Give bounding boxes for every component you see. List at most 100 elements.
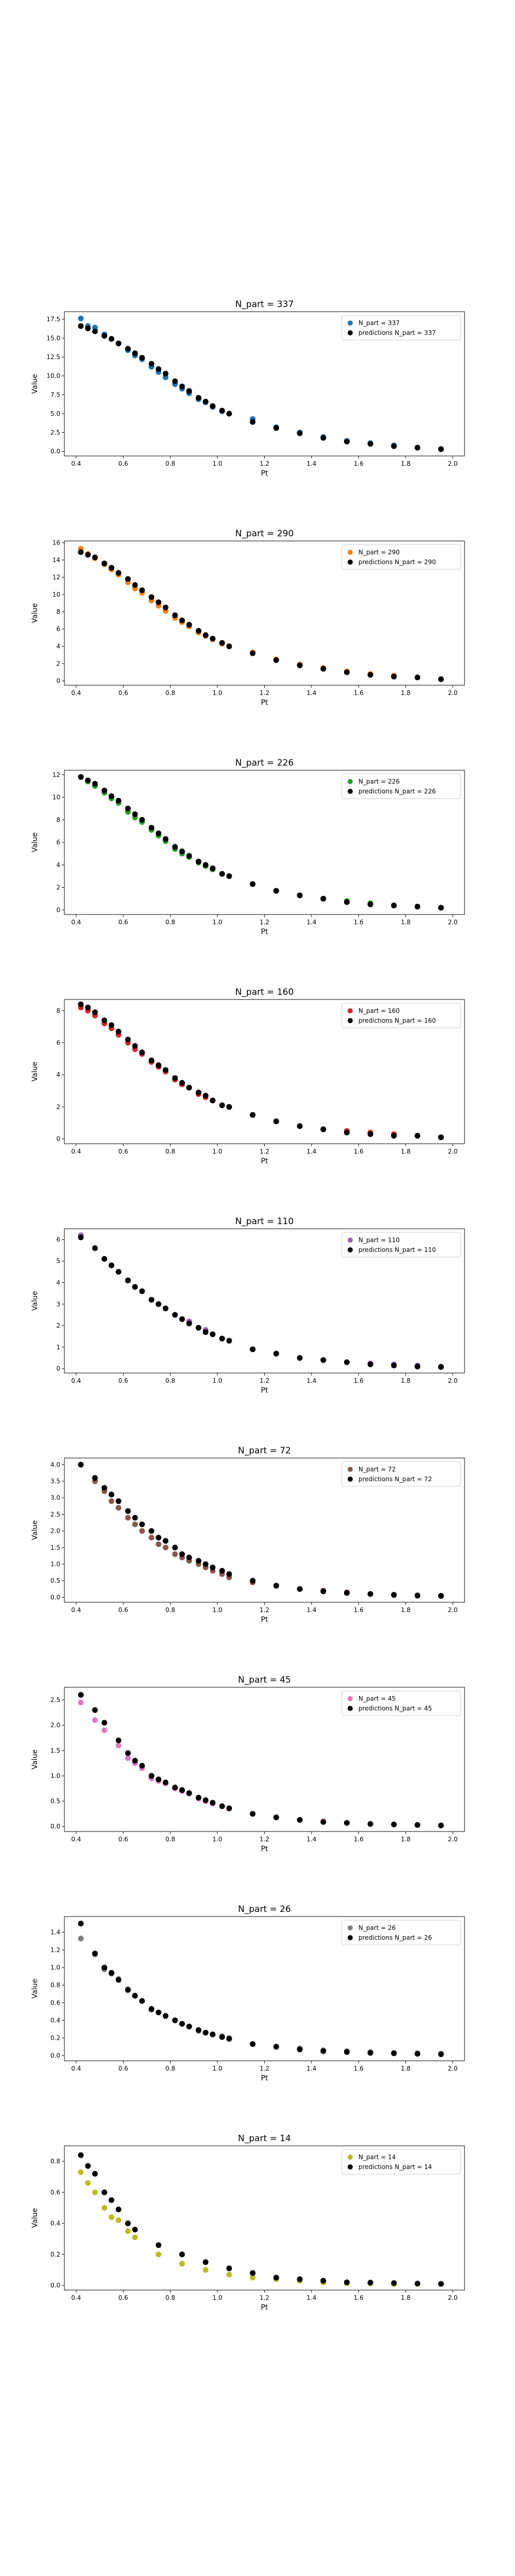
prediction-point [108, 565, 114, 571]
prediction-point [391, 1362, 397, 1368]
prediction-point [273, 1350, 279, 1357]
y-tick-label: 0.5 [50, 1798, 60, 1805]
legend: N_part = 45 predictions N_part = 45 [341, 1690, 461, 1716]
chart-title: N_part = 290 [235, 529, 294, 539]
x-axis-label: Pt [261, 1845, 268, 1853]
data-point [163, 1545, 169, 1551]
series-1 [78, 549, 444, 682]
prediction-point [85, 552, 91, 558]
x-tick-label: 1.4 [306, 2065, 316, 2072]
prediction-point [250, 1112, 256, 1118]
prediction-point [367, 672, 373, 678]
x-tick-label: 1.0 [213, 1377, 222, 1384]
prediction-point [438, 2281, 444, 2287]
data-point [85, 2180, 91, 2186]
prediction-point [132, 1043, 138, 1049]
prediction-point [139, 1288, 145, 1294]
prediction-point [415, 1132, 421, 1139]
x-tick-label: 0.8 [165, 919, 175, 926]
x-tick-label: 0.4 [71, 460, 81, 467]
data-point [132, 2234, 138, 2241]
prediction-point [202, 2029, 209, 2036]
x-tick-label: 2.0 [448, 1836, 458, 1843]
prediction-point [139, 817, 145, 823]
chart-5: N_part = 72 0.4 0.6 0.8 1.0 1.2 1.4 1.6 1.8 2.0 0.… [31, 1446, 465, 1624]
legend-marker [348, 1696, 353, 1701]
prediction-point [172, 612, 178, 618]
data-point [78, 315, 84, 321]
x-axis-label: Pt [261, 1616, 268, 1624]
prediction-point [172, 378, 178, 384]
prediction-point [163, 1306, 169, 1312]
y-tick-label: 0.2 [50, 2251, 60, 2258]
prediction-point [132, 1284, 138, 1290]
data-point [125, 1755, 131, 1761]
prediction-point [125, 1037, 131, 1043]
y-tick-label: 6 [56, 1236, 60, 1243]
prediction-point [132, 1993, 138, 1999]
prediction-point [320, 666, 327, 672]
y-axis-label: Value [31, 833, 39, 852]
y-tick-label: 12.5 [46, 353, 60, 361]
chart-title: N_part = 226 [235, 758, 294, 768]
legend: N_part = 14 predictions N_part = 14 [341, 2149, 461, 2175]
x-axis-label: Pt [261, 1386, 268, 1395]
prediction-point [163, 370, 169, 377]
legend-entry: predictions N_part = 14 [358, 2163, 432, 2171]
prediction-point [320, 2048, 327, 2054]
prediction-point [92, 2171, 98, 2177]
x-tick-label: 1.8 [401, 1606, 410, 1614]
x-tick-label: 0.4 [71, 1836, 81, 1843]
prediction-point [156, 1534, 162, 1540]
x-tick-label: 0.4 [71, 1606, 81, 1614]
x-tick-label: 0.4 [71, 1377, 81, 1384]
prediction-point [101, 1964, 108, 1971]
prediction-point [172, 1785, 178, 1791]
chart-title: N_part = 45 [238, 1675, 291, 1685]
prediction-point [179, 2251, 185, 2258]
x-tick-label: 0.8 [165, 1148, 175, 1155]
y-tick-label: 3.5 [50, 1478, 60, 1485]
prediction-point [179, 1787, 185, 1793]
y-axis-label: Value [31, 603, 39, 623]
prediction-point [156, 1062, 162, 1069]
x-tick-label: 1.2 [260, 1377, 269, 1384]
prediction-point [226, 1104, 232, 1110]
data-point [179, 2261, 185, 2267]
x-tick-label: 0.6 [118, 919, 128, 926]
x-tick-label: 1.4 [306, 1377, 316, 1384]
y-tick-label: 2 [56, 660, 60, 667]
y-axis-label: Value [31, 1979, 39, 1998]
legend-entry: N_part = 290 [358, 549, 400, 556]
legend-marker [348, 1467, 353, 1472]
legend-entry: N_part = 226 [358, 778, 400, 785]
x-tick-label: 1.0 [213, 460, 222, 467]
prediction-point [148, 361, 154, 367]
prediction-point [172, 844, 178, 850]
prediction-point [438, 1822, 444, 1828]
prediction-point [415, 674, 421, 681]
prediction-point [391, 673, 397, 680]
legend-entry: predictions N_part = 26 [358, 1934, 432, 1941]
prediction-point [344, 1590, 350, 1596]
prediction-point [78, 774, 84, 780]
y-tick-label: 0.0 [50, 1594, 60, 1601]
x-tick-label: 1.0 [213, 919, 222, 926]
legend-marker [348, 560, 353, 565]
prediction-point [78, 1692, 84, 1698]
x-tick-label: 2.0 [448, 1148, 458, 1155]
x-tick-label: 1.6 [354, 689, 364, 697]
prediction-point [115, 1269, 122, 1275]
x-tick-label: 0.6 [118, 1836, 128, 1843]
prediction-point [226, 2036, 232, 2042]
prediction-point [196, 1089, 202, 1095]
prediction-point [391, 1592, 397, 1598]
x-tick-label: 1.6 [354, 1148, 364, 1155]
legend-marker [348, 1706, 353, 1711]
prediction-point [196, 628, 202, 634]
chart-8: N_part = 14 0.4 0.6 0.8 1.0 1.2 1.4 1.6 1.8 2.0 0.… [31, 2133, 465, 2312]
x-tick-label: 0.6 [118, 2294, 128, 2301]
prediction-point [415, 1363, 421, 1369]
legend-entry: predictions N_part = 110 [358, 1246, 436, 1253]
prediction-point [250, 650, 256, 656]
